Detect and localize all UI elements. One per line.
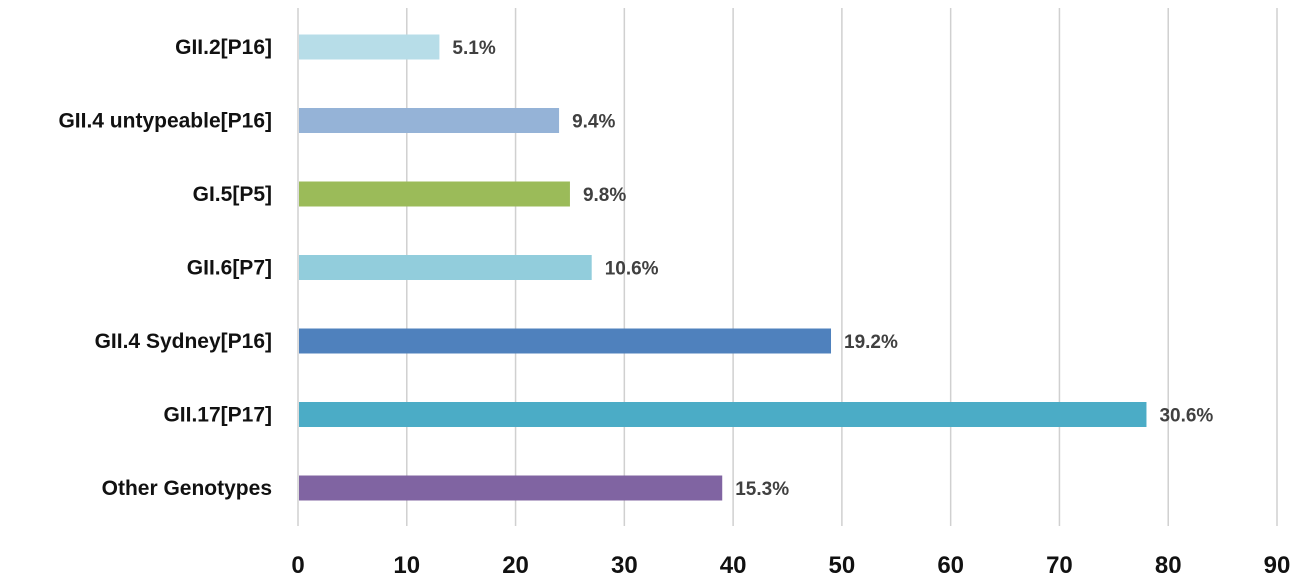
bar: [299, 108, 560, 133]
bar: [299, 255, 592, 280]
x-tick-label: 10: [393, 552, 420, 579]
data-label: 19.2%: [844, 332, 898, 353]
x-tick-label: 70: [1046, 552, 1073, 579]
x-tick-label: 30: [611, 552, 638, 579]
category-label: GII.4 untypeable[P16]: [58, 110, 272, 133]
category-label: GI.5[P5]: [193, 183, 272, 206]
data-label: 15.3%: [735, 479, 789, 500]
x-tick-labels: 0 10 20 30 40 50 60 70 80 90: [291, 552, 1290, 579]
bars: [299, 34, 1147, 501]
x-tick-label: 20: [502, 552, 529, 579]
x-tick-label: 50: [829, 552, 856, 579]
x-tick-label: 90: [1264, 552, 1291, 579]
data-label: 9.4%: [572, 112, 615, 133]
data-label: 5.1%: [452, 38, 495, 59]
category-label: GII.6[P7]: [187, 257, 272, 280]
data-labels: 5.1% 9.4% 9.8% 10.6% 19.2% 30.6% 15.3%: [452, 38, 1213, 500]
category-labels: GII.2[P16] GII.4 untypeable[P16] GI.5[P5] G…: [58, 36, 272, 500]
bar: [299, 475, 723, 501]
category-label: GII.4 Sydney[P16]: [95, 330, 272, 353]
bar: [299, 402, 1147, 427]
x-tick-label: 80: [1155, 552, 1182, 579]
data-label: 30.6%: [1159, 406, 1213, 427]
bar: [299, 181, 570, 207]
gridlines: [297, 8, 1278, 526]
bar: [299, 34, 440, 60]
category-label: GII.2[P16]: [175, 36, 272, 59]
category-label: Other Genotypes: [102, 477, 272, 500]
data-label: 10.6%: [605, 259, 659, 280]
x-tick-label: 0: [291, 552, 304, 579]
x-tick-label: 60: [937, 552, 964, 579]
x-tick-label: 40: [720, 552, 747, 579]
bar: [299, 328, 832, 354]
category-label: GII.17[P17]: [163, 404, 272, 427]
data-label: 9.8%: [583, 185, 626, 206]
